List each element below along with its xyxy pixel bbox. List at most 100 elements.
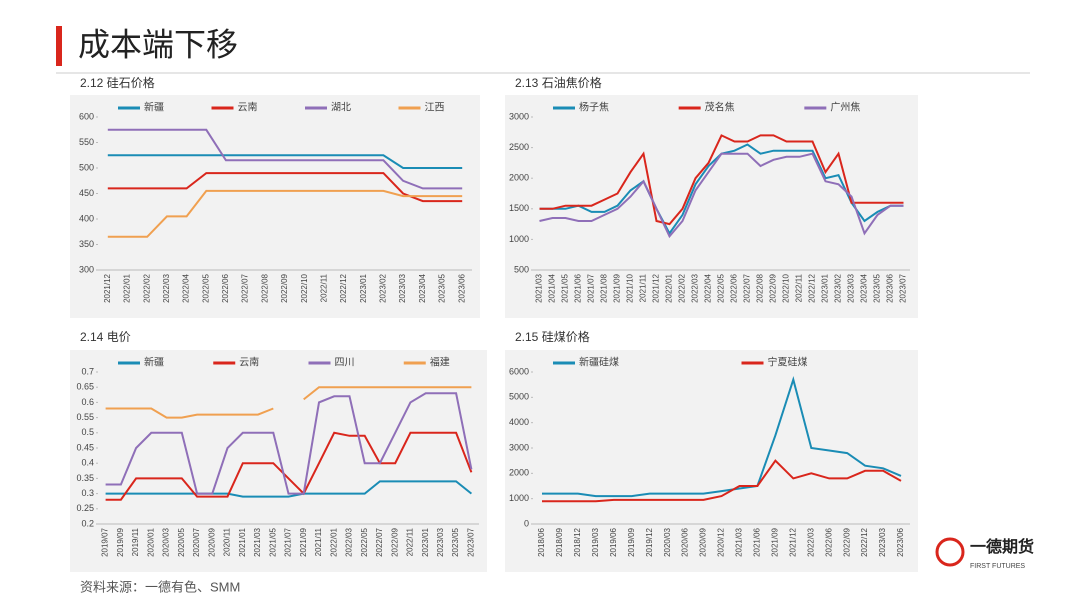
x-tick-label: 2022/11: [406, 527, 415, 556]
logo: 一德期货 FIRST FUTURES: [935, 537, 1034, 570]
title-bar: [56, 26, 62, 66]
x-tick-label: 2022/09: [390, 527, 399, 556]
x-tick-label: 2023/06: [457, 273, 466, 302]
chart-title: 2.13 石油焦价格: [515, 75, 602, 90]
x-tick-label: 2022/05: [360, 527, 369, 556]
x-tick-label: 2021/10: [626, 273, 635, 302]
y-tick-label: 300: [79, 264, 94, 274]
x-tick-label: 2021/04: [548, 273, 557, 302]
y-tick-label: 0.35: [76, 473, 94, 483]
y-tick-label: 0.2: [81, 518, 94, 528]
source: 资料来源：一德有色、SMM: [80, 579, 240, 594]
x-tick-label: 2021/12: [788, 527, 797, 556]
y-tick-label: 2000: [509, 468, 529, 478]
x-tick-label: 2023/07: [466, 527, 475, 556]
slide-title: 成本端下移: [78, 26, 238, 62]
y-tick-label: 0.3: [81, 488, 94, 498]
y-tick-label: 0.25: [76, 503, 94, 513]
y-tick-label: 350: [79, 239, 94, 249]
x-tick-label: 2023/05: [438, 273, 447, 302]
x-tick-label: 2022/05: [717, 273, 726, 302]
x-tick-label: 2022/06: [824, 527, 833, 556]
x-tick-label: 2022/12: [860, 527, 869, 556]
x-tick-label: 2023/03: [398, 273, 407, 302]
chart-title: 2.12 硅石价格: [80, 75, 155, 90]
x-tick-label: 2022/03: [345, 527, 354, 556]
x-tick-label: 2022/11: [319, 273, 328, 302]
x-tick-label: 2021/12: [103, 273, 112, 302]
x-tick-label: 2021/09: [613, 273, 622, 302]
x-tick-label: 2021/12: [652, 273, 661, 302]
x-tick-label: 2020/05: [177, 527, 186, 556]
x-tick-label: 2021/05: [268, 527, 277, 556]
legend-label: 广州焦: [830, 101, 860, 114]
series-line: [542, 376, 902, 498]
x-tick-label: 2022/01: [123, 273, 132, 302]
y-tick-label: 600: [79, 111, 94, 121]
x-tick-label: 2022/06: [730, 273, 739, 302]
y-tick-label: 0.5: [81, 427, 94, 437]
x-tick-label: 2019/11: [131, 527, 140, 556]
x-tick-label: 2019/06: [609, 527, 618, 556]
x-tick-label: 2022/09: [769, 273, 778, 302]
x-tick-label: 2022/03: [806, 527, 815, 556]
x-tick-label: 2020/06: [681, 527, 690, 556]
x-tick-label: 2021/06: [753, 527, 762, 556]
y-tick-label: 1500: [509, 203, 529, 213]
x-tick-label: 2021/11: [639, 273, 648, 302]
series-line: [105, 392, 473, 495]
x-tick-label: 2019/12: [645, 527, 654, 556]
y-tick-label: 0.4: [81, 458, 94, 468]
y-tick-label: 4000: [509, 417, 529, 427]
x-tick-label: 2019/07: [101, 527, 110, 556]
y-tick-label: 0.65: [76, 382, 94, 392]
x-tick-label: 2023/07: [899, 273, 908, 302]
x-tick-label: 2021/07: [284, 527, 293, 556]
y-tick-label: 2000: [509, 173, 529, 183]
x-tick-label: 2022/02: [678, 273, 687, 302]
x-tick-label: 2023/01: [359, 273, 368, 302]
x-tick-label: 2022/04: [704, 273, 713, 302]
x-tick-label: 2023/01: [421, 527, 430, 556]
legend-label: 杨子焦: [579, 101, 609, 114]
x-tick-label: 2020/03: [663, 527, 672, 556]
x-tick-label: 2022/04: [182, 273, 191, 302]
x-tick-label: 2021/09: [770, 527, 779, 556]
y-tick-label: 2500: [509, 142, 529, 152]
legend-label: 新疆硅煤: [579, 356, 619, 369]
x-tick-label: 2022/10: [300, 273, 309, 302]
series-line: [107, 189, 463, 238]
series-line: [105, 386, 472, 419]
x-tick-label: 2022/11: [795, 273, 804, 302]
legend-label: 湖北: [331, 102, 351, 114]
x-tick-label: 2019/03: [591, 527, 600, 556]
x-tick-label: 2023/03: [436, 527, 445, 556]
series-line: [107, 154, 463, 169]
x-tick-label: 2022/08: [260, 273, 269, 302]
x-tick-label: 2023/02: [379, 273, 388, 302]
y-tick-label: 400: [79, 213, 94, 223]
x-tick-label: 2022/12: [808, 273, 817, 302]
x-tick-label: 2023/03: [878, 527, 887, 556]
x-tick-label: 2018/12: [573, 527, 582, 556]
x-tick-label: 2021/05: [561, 273, 570, 302]
series-line: [107, 172, 463, 203]
x-tick-label: 2022/03: [691, 273, 700, 302]
y-tick-label: 450: [79, 188, 94, 198]
x-tick-label: 2020/07: [192, 527, 201, 556]
x-tick-label: 2021/06: [574, 273, 583, 302]
legend-label: 新疆: [144, 356, 164, 369]
x-tick-label: 2021/07: [587, 273, 596, 302]
series-line: [107, 128, 463, 190]
legend-label: 茂名焦: [705, 101, 735, 114]
legend-label: 云南: [239, 356, 259, 369]
y-tick-label: 0.45: [76, 442, 94, 452]
x-tick-label: 2020/03: [162, 527, 171, 556]
legend-label: 新疆: [144, 101, 164, 114]
x-tick-label: 2023/04: [418, 273, 427, 302]
x-tick-label: 2023/05: [451, 527, 460, 556]
x-tick-label: 2020/11: [223, 527, 232, 556]
chart-title: 2.14 电价: [80, 330, 131, 344]
x-tick-label: 2022/02: [142, 273, 151, 302]
